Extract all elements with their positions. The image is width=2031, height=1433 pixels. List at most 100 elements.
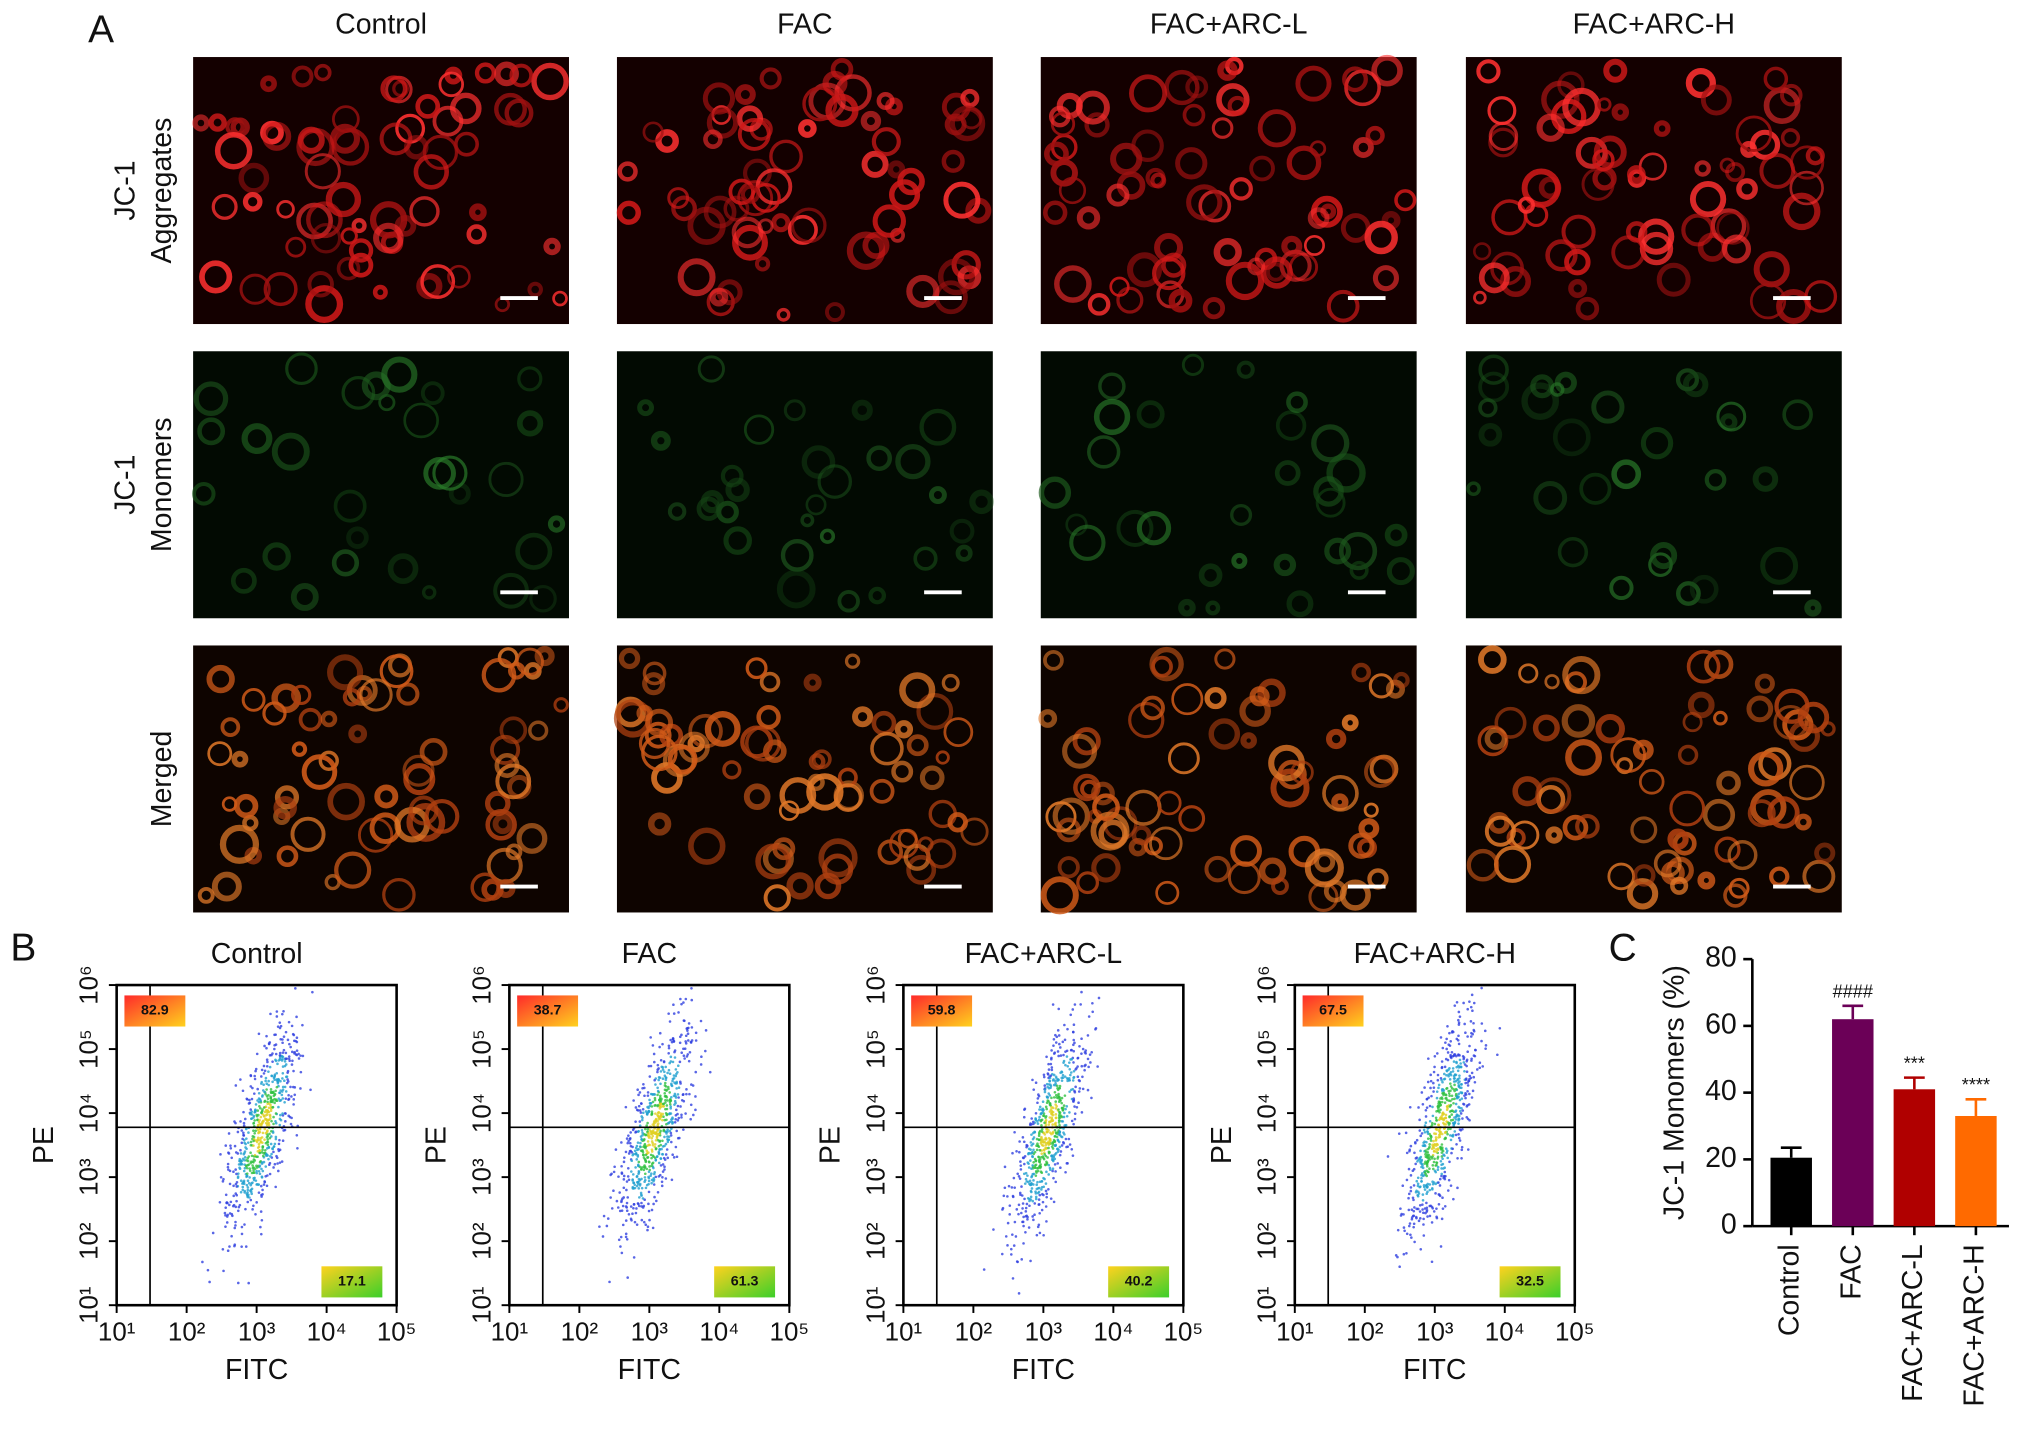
- event-dot: [1443, 1170, 1447, 1174]
- cell: [1315, 487, 1346, 518]
- event-dot: [639, 1102, 643, 1105]
- row-label: Merged: [146, 731, 178, 828]
- event-dot: [654, 1175, 658, 1179]
- event-dot: [1012, 1244, 1016, 1247]
- micrograph: [1465, 57, 1842, 325]
- cell: [346, 526, 369, 549]
- event-dot: [260, 1151, 264, 1154]
- event-dot: [1059, 1071, 1062, 1075]
- event-dot: [1036, 1097, 1040, 1100]
- event-dot: [1072, 1122, 1075, 1126]
- event-dot: [273, 1073, 277, 1076]
- event-dot: [1090, 1050, 1094, 1054]
- event-dot: [683, 1019, 686, 1023]
- y-tick-label: 10⁵: [862, 1029, 890, 1069]
- event-dot: [1432, 1070, 1436, 1074]
- event-dot: [244, 1245, 248, 1248]
- event-dot: [1041, 1155, 1045, 1158]
- cell: [1075, 90, 1110, 125]
- event-dot: [1017, 1175, 1021, 1178]
- cell: [409, 196, 440, 227]
- event-dot: [249, 1183, 253, 1187]
- event-dot: [1409, 1233, 1412, 1237]
- cell: [1080, 779, 1099, 799]
- event-dot: [226, 1201, 229, 1205]
- cell: [1372, 265, 1400, 292]
- cell: [351, 218, 367, 234]
- event-dot: [1049, 1168, 1052, 1172]
- event-dot: [632, 1152, 636, 1156]
- event-dot: [1072, 1099, 1075, 1103]
- image-background: [1465, 351, 1842, 619]
- y-tick-label: 10²: [1254, 1222, 1282, 1260]
- cell: [553, 697, 569, 713]
- cell: [1650, 542, 1678, 570]
- event-dot: [278, 1099, 282, 1103]
- event-dot: [1480, 986, 1483, 990]
- event-dot: [659, 1058, 663, 1062]
- event-dot: [1044, 1163, 1047, 1167]
- cell: [1760, 546, 1799, 585]
- column-title: FAC+ARC-H: [1573, 8, 1735, 40]
- event-dot: [1050, 1049, 1053, 1052]
- cell: [273, 796, 297, 820]
- event-dot: [656, 1113, 659, 1117]
- event-dot: [274, 1137, 278, 1141]
- event-dot: [622, 1174, 626, 1178]
- event-dot: [1451, 1029, 1454, 1033]
- event-dot: [1047, 1100, 1050, 1103]
- cell: [1230, 503, 1253, 527]
- cell: [509, 63, 534, 88]
- event-dot: [673, 1049, 677, 1052]
- event-dot: [620, 1209, 624, 1212]
- event-dot: [1418, 1204, 1422, 1207]
- cell: [1682, 371, 1709, 398]
- event-dot: [270, 1130, 273, 1133]
- event-dot: [246, 1179, 250, 1182]
- event-dot: [1459, 1112, 1463, 1115]
- event-dot: [260, 1195, 263, 1198]
- event-dot: [1478, 1066, 1482, 1070]
- cell: [1331, 793, 1349, 811]
- y-tick-label: 60: [1705, 1008, 1737, 1040]
- event-dot: [1462, 1057, 1465, 1061]
- event-dot: [231, 1214, 234, 1218]
- cell: [1151, 655, 1173, 678]
- cell: [402, 754, 435, 787]
- event-dot: [1438, 1128, 1441, 1131]
- event-dot: [1413, 1240, 1416, 1244]
- event-dot: [261, 1169, 265, 1173]
- event-dot: [680, 1051, 684, 1055]
- cell: [378, 393, 396, 412]
- event-dot: [258, 1149, 262, 1152]
- event-dot: [1041, 1200, 1045, 1204]
- event-dot: [293, 1093, 297, 1097]
- event-dot: [629, 1205, 633, 1208]
- cell: [1697, 871, 1716, 890]
- event-dot: [651, 1100, 655, 1104]
- cell: [734, 84, 756, 105]
- event-dot: [241, 1188, 245, 1192]
- event-dot: [1449, 1070, 1453, 1074]
- event-dot: [1470, 1071, 1474, 1075]
- event-dot: [1008, 1213, 1011, 1216]
- event-dot: [637, 1169, 641, 1173]
- event-dot: [609, 1196, 612, 1199]
- event-dot: [1437, 1123, 1441, 1127]
- event-dot: [1446, 1132, 1449, 1136]
- event-dot: [1029, 1259, 1032, 1263]
- event-dot: [1060, 1101, 1063, 1105]
- quadrant-value: 67.5: [1319, 1003, 1347, 1019]
- event-dot: [656, 1093, 659, 1097]
- event-dot: [1463, 1022, 1466, 1026]
- event-dot: [1038, 1108, 1041, 1111]
- event-dot: [1075, 1106, 1079, 1109]
- event-dot: [658, 1147, 662, 1151]
- event-dot: [260, 1075, 263, 1078]
- cell: [743, 414, 775, 445]
- x-axis-label: FITC: [225, 1354, 288, 1386]
- event-dot: [274, 1135, 278, 1139]
- y-tick-label: 10⁶: [76, 965, 104, 1004]
- event-dot: [1466, 1148, 1470, 1151]
- event-dot: [662, 1115, 665, 1119]
